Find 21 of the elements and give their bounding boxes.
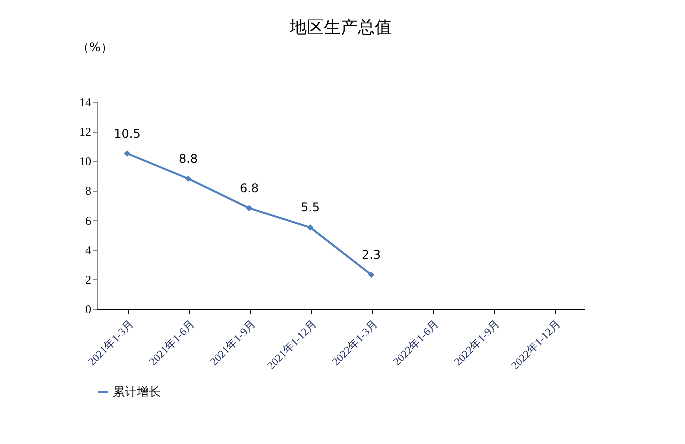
y-axis-title: （%） [78, 40, 113, 54]
point [124, 150, 131, 157]
chart-title: 地区生产总值 [289, 18, 392, 38]
legend-label: 累计增长 [113, 385, 161, 399]
point [185, 176, 192, 182]
y-tick-label: 8 [86, 184, 92, 198]
data-label: 6.8 [240, 181, 260, 196]
y-tick-label: 0 [86, 302, 92, 316]
point [368, 272, 375, 278]
data-label: 5.5 [300, 200, 320, 215]
data-label: 10.5 [114, 126, 141, 141]
y-tick-label: 6 [86, 214, 92, 228]
point [307, 224, 314, 231]
y-tick-label: 2 [86, 272, 92, 287]
y-tick-label: 4 [86, 243, 92, 258]
y-tick-label: 10 [80, 154, 92, 169]
data-label: 2.3 [362, 248, 382, 262]
point [246, 205, 253, 212]
y-tick-label: 14 [80, 96, 92, 110]
data-label: 8.8 [178, 152, 198, 166]
y-tick-label: 12 [80, 125, 92, 140]
